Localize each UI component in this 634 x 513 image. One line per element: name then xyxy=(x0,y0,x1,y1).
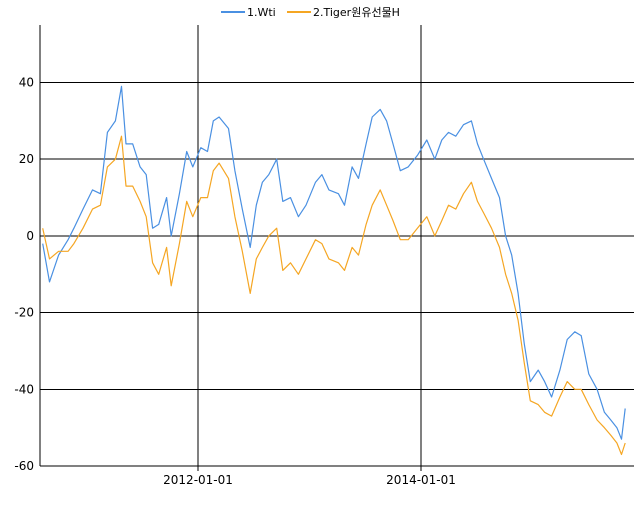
legend: 1.Wti 2.Tiger원유선물H xyxy=(221,6,400,19)
x-tick-label: 2014-01-01 xyxy=(386,473,456,487)
grid xyxy=(40,25,634,467)
axes xyxy=(39,25,634,471)
legend-label: 2.Tiger원유선물H xyxy=(313,6,400,19)
legend-item-2: 2.Tiger원유선물H xyxy=(287,6,400,19)
legend-label: 1.Wti xyxy=(247,6,276,19)
y-tick-label: -40 xyxy=(14,382,34,396)
y-tick-label: -60 xyxy=(14,459,34,473)
series-line-2 xyxy=(42,135,626,456)
y-tick-label: 0 xyxy=(26,229,34,243)
series-line-1 xyxy=(42,85,626,440)
legend-item-1: 1.Wti xyxy=(221,6,276,19)
tick-labels: 40 20 0 -20 -40 -60 2012-01-01 2014-01-01 xyxy=(14,76,456,487)
y-tick-label: -20 xyxy=(14,306,34,320)
y-tick-label: 20 xyxy=(19,152,34,166)
y-tick-label: 40 xyxy=(19,76,34,90)
series-layer xyxy=(42,85,626,456)
x-tick-label: 2012-01-01 xyxy=(163,473,233,487)
